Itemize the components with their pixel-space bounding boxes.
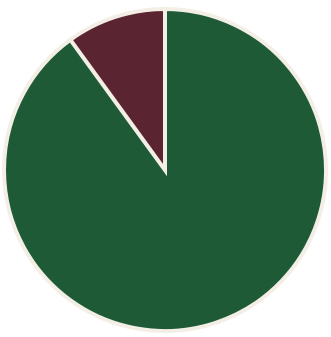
pie-slices [2,6,328,333]
pie-slice-2 [67,6,167,177]
